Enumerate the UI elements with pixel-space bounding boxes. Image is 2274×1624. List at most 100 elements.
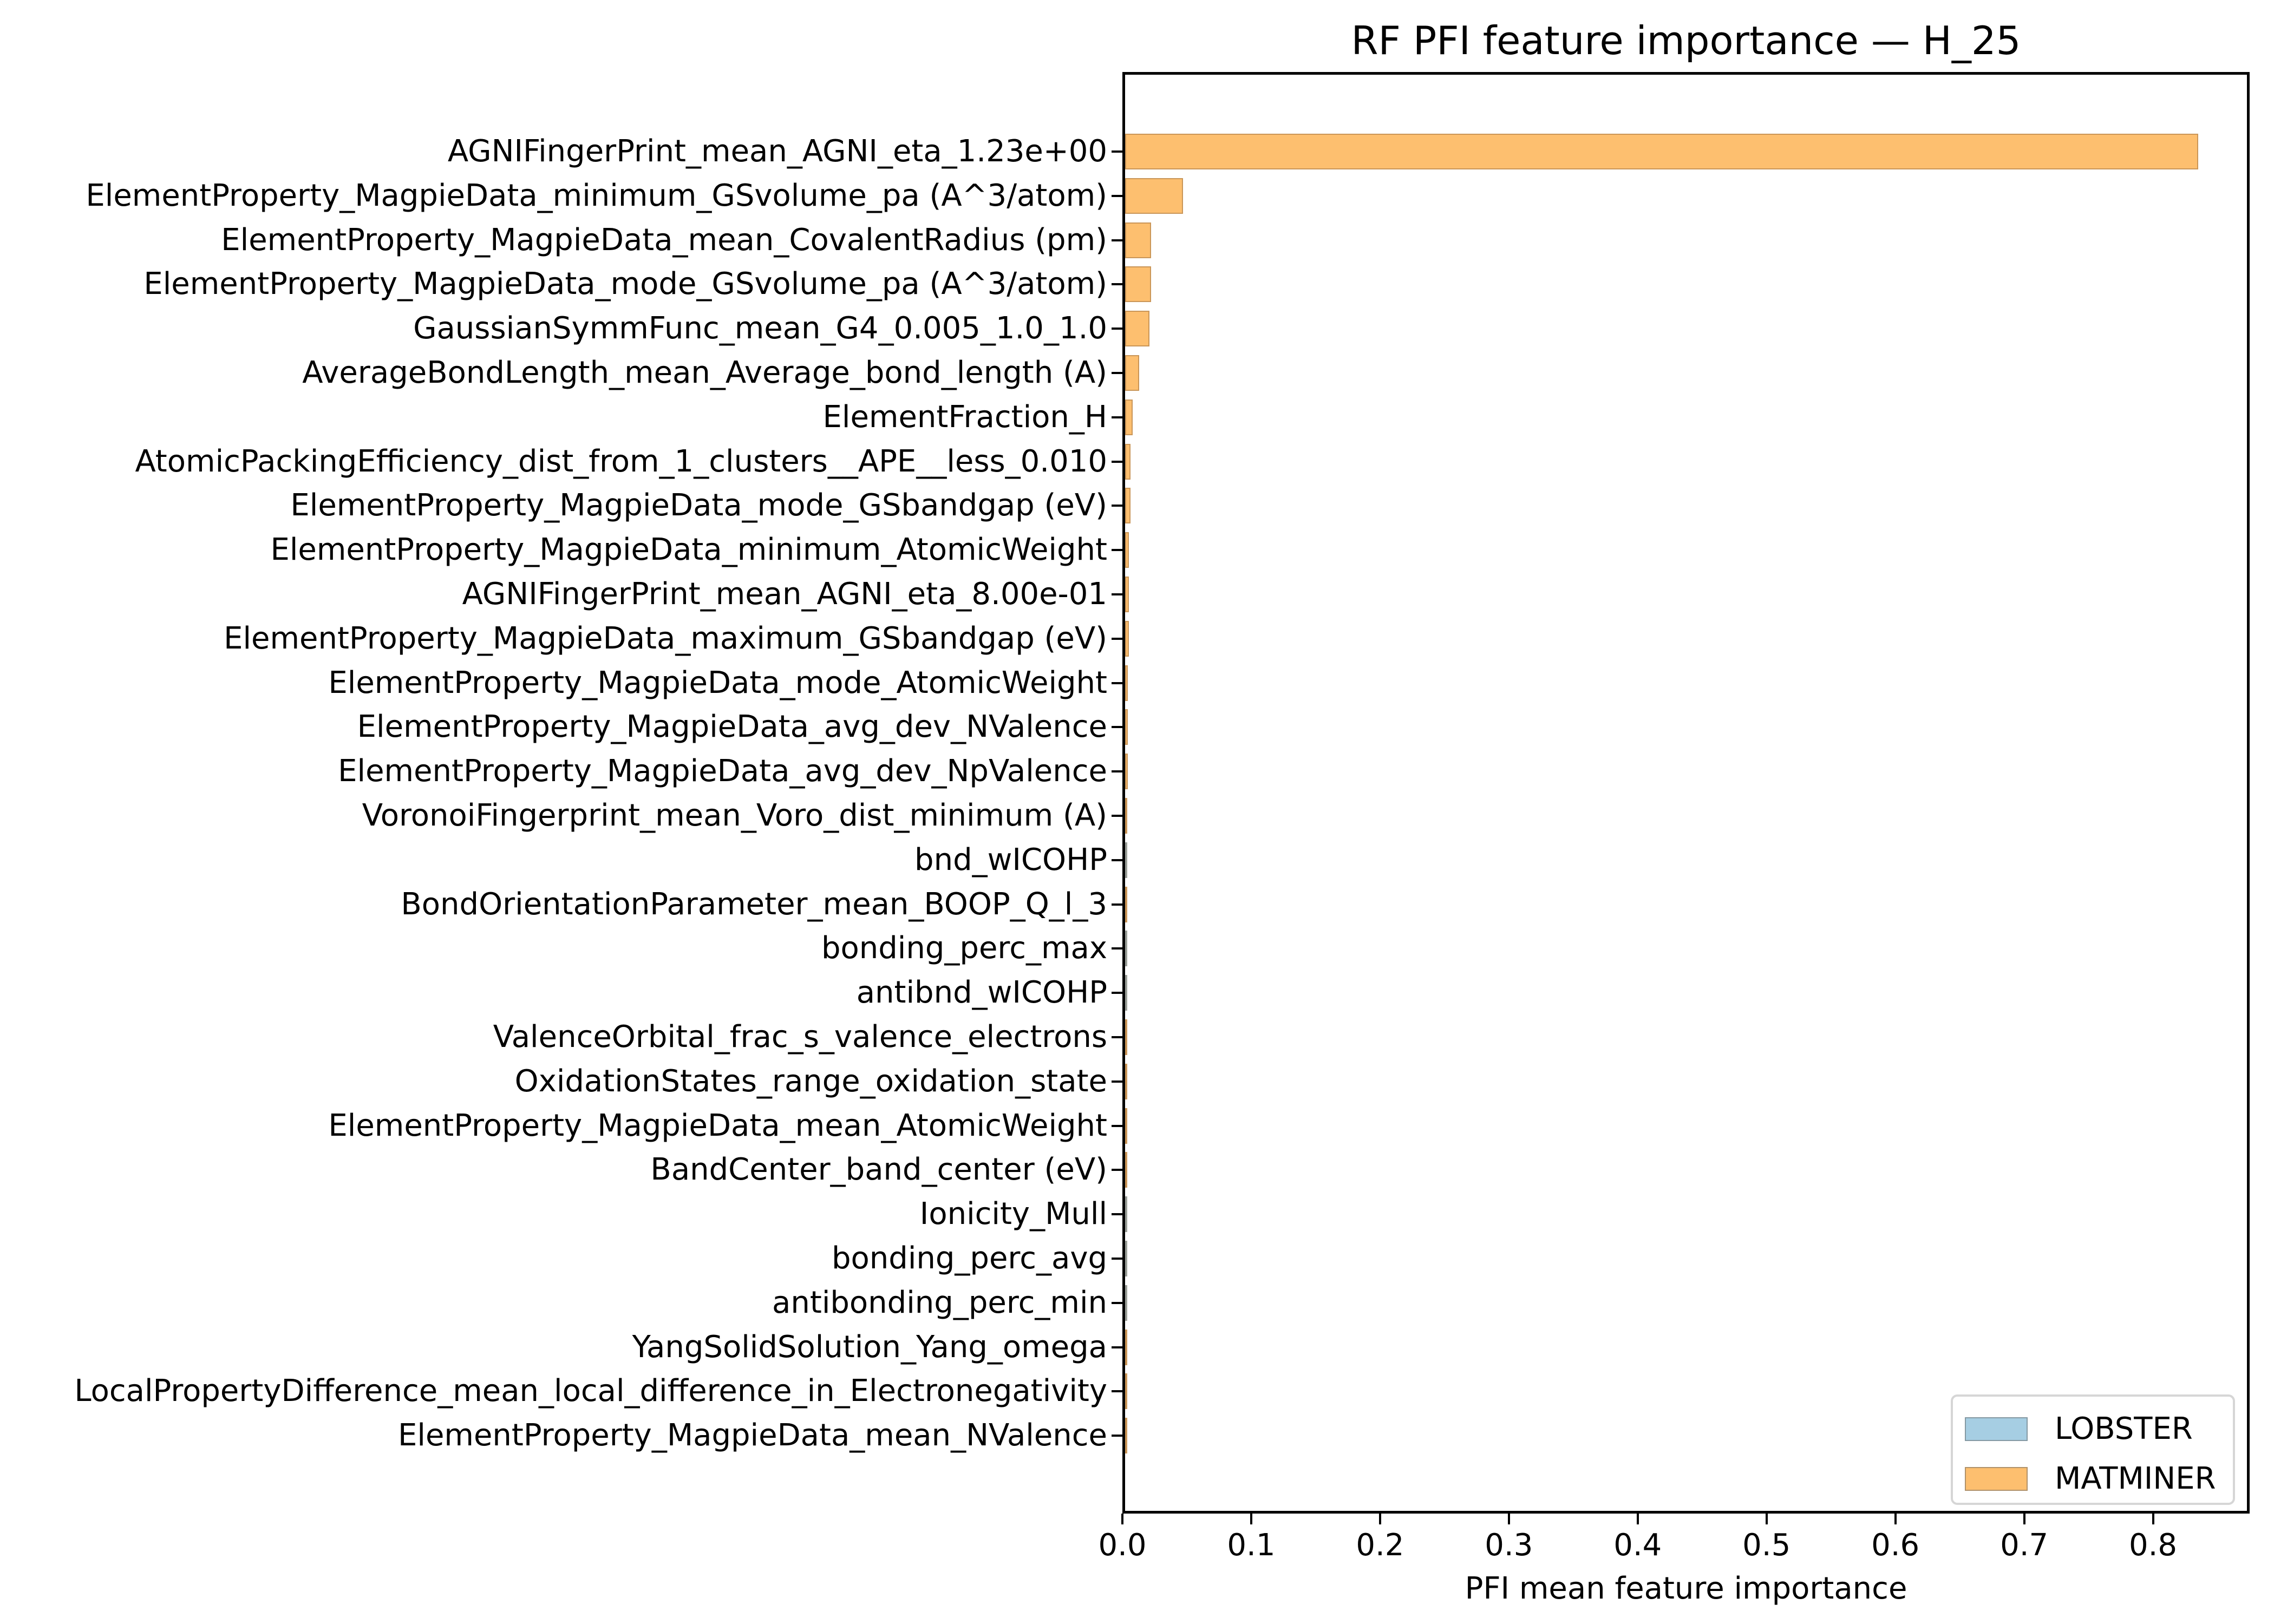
x-tick (1894, 1514, 1897, 1524)
y-tick (1112, 416, 1122, 418)
x-tick-label: 0.7 (2000, 1528, 2049, 1563)
bar-matminer (1125, 886, 1127, 922)
bar-matminer (1125, 1019, 1127, 1055)
legend-label: LOBSTER (2055, 1411, 2193, 1446)
bar-lobster (1125, 1196, 1127, 1233)
y-tick-label: ElementProperty_MagpieData_mean_NValence (398, 1418, 1107, 1453)
x-tick (2023, 1514, 2025, 1524)
y-tick-label: AGNIFingerPrint_mean_AGNI_eta_1.23e+00 (447, 134, 1107, 169)
y-tick-label: Ionicity_Mull (919, 1196, 1107, 1232)
y-tick (1112, 1346, 1122, 1348)
y-tick-label: VoronoiFingerprint_mean_Voro_dist_minimu… (362, 798, 1107, 833)
bar-matminer (1125, 665, 1128, 701)
y-tick (1112, 1301, 1122, 1304)
y-tick (1112, 1213, 1122, 1216)
bar-lobster (1125, 1285, 1127, 1321)
x-tick-label: 0.5 (1742, 1528, 1791, 1563)
y-tick-label: ElementProperty_MagpieData_mode_GSvolume… (143, 266, 1107, 302)
y-tick-label: antibnd_wICOHP (856, 975, 1107, 1011)
y-tick (1112, 239, 1122, 241)
y-tick-label: ElementProperty_MagpieData_mode_AtomicWe… (328, 665, 1107, 700)
y-tick-label: YangSolidSolution_Yang_omega (632, 1329, 1107, 1365)
x-tick (1636, 1514, 1639, 1524)
x-tick (1121, 1514, 1123, 1524)
x-tick-label: 0.4 (1613, 1528, 1662, 1563)
y-tick-label: BandCenter_band_center (eV) (650, 1152, 1107, 1188)
bar-matminer (1125, 709, 1128, 745)
legend-item-matminer: MATMINER (1965, 1460, 2216, 1498)
bar-lobster (1125, 931, 1127, 967)
y-tick (1112, 947, 1122, 950)
bar-matminer (1125, 577, 1129, 612)
y-tick (1112, 372, 1122, 374)
bar-matminer (1125, 1108, 1127, 1144)
x-tick-label: 0.0 (1098, 1528, 1147, 1563)
x-tick-label: 0.8 (2129, 1528, 2178, 1563)
x-tick-label: 0.6 (1871, 1528, 1920, 1563)
y-tick-label: ElementProperty_MagpieData_mean_AtomicWe… (328, 1108, 1107, 1143)
y-tick-label: antibonding_perc_min (772, 1285, 1107, 1320)
y-tick-label: AverageBondLength_mean_Average_bond_leng… (302, 355, 1107, 390)
x-tick (2152, 1514, 2154, 1524)
y-tick (1112, 283, 1122, 286)
y-tick-label: ElementFraction_H (822, 399, 1108, 435)
y-axis-labels: AGNIFingerPrint_mean_AGNI_eta_1.23e+00 El… (0, 72, 1107, 1514)
x-axis-label: PFI mean feature importance (1465, 1571, 1907, 1606)
y-tick-label: ElementProperty_MagpieData_avg_dev_NVale… (357, 709, 1107, 745)
y-tick (1112, 549, 1122, 552)
bar-lobster (1125, 1241, 1127, 1276)
legend: LOBSTER MATMINER (1951, 1394, 2235, 1505)
bar-matminer (1125, 399, 1133, 435)
bar-matminer (1125, 532, 1129, 568)
y-tick (1112, 1124, 1122, 1127)
bar-matminer (1125, 488, 1131, 524)
legend-item-lobster: LOBSTER (1965, 1410, 2193, 1448)
y-tick (1112, 1390, 1122, 1393)
bar-matminer (1125, 1329, 1127, 1365)
bar-matminer (1125, 266, 1151, 303)
y-tick (1112, 1258, 1122, 1260)
y-tick (1112, 992, 1122, 994)
y-tick (1112, 1435, 1122, 1437)
bar-matminer (1125, 620, 1129, 657)
y-tick (1112, 903, 1122, 906)
y-tick (1112, 1080, 1122, 1083)
y-tick (1112, 328, 1122, 330)
legend-label: MATMINER (2055, 1461, 2216, 1496)
x-tick (1765, 1514, 1768, 1524)
bar-matminer (1125, 754, 1128, 790)
bar-lobster (1125, 842, 1127, 878)
bar-matminer (1125, 798, 1127, 834)
bar-matminer (1125, 355, 1140, 391)
y-tick (1112, 593, 1122, 595)
y-tick-label: ElementProperty_MagpieData_minimum_Atomi… (270, 532, 1107, 568)
y-tick (1112, 770, 1122, 773)
x-tick-label: 0.1 (1227, 1528, 1276, 1563)
y-tick (1112, 637, 1122, 640)
bar-matminer (1125, 222, 1151, 258)
y-tick-label: ElementProperty_MagpieData_maximum_GSban… (224, 620, 1107, 656)
y-tick (1112, 194, 1122, 197)
x-tick (1250, 1514, 1252, 1524)
y-tick (1112, 150, 1122, 153)
y-tick (1112, 682, 1122, 684)
bar-matminer (1125, 1152, 1127, 1188)
bar-matminer (1125, 1373, 1127, 1410)
y-tick (1112, 505, 1122, 507)
y-tick-label: bonding_perc_max (821, 931, 1107, 966)
y-tick-label: OxidationStates_range_oxidation_state (514, 1063, 1107, 1099)
bar-matminer (1125, 178, 1184, 214)
y-tick (1112, 815, 1122, 817)
bar-matminer (1125, 443, 1131, 480)
matminer-swatch-icon (1965, 1467, 2028, 1491)
y-tick-label: ElementProperty_MagpieData_mean_Covalent… (221, 222, 1107, 258)
bar-matminer (1125, 311, 1150, 347)
y-tick (1112, 1036, 1122, 1038)
y-tick-label: ElementProperty_MagpieData_mode_GSbandga… (290, 488, 1107, 523)
y-tick-label: LocalPropertyDifference_mean_local_diffe… (74, 1373, 1107, 1409)
chart-title: RF PFI feature importance — H_25 (1351, 18, 2021, 63)
bar-matminer (1125, 1418, 1127, 1454)
y-tick-label: GaussianSymmFunc_mean_G4_0.005_1.0_1.0 (413, 311, 1107, 346)
bar-matminer (1125, 1063, 1127, 1099)
y-tick-label: ElementProperty_MagpieData_avg_dev_NpVal… (338, 754, 1107, 789)
